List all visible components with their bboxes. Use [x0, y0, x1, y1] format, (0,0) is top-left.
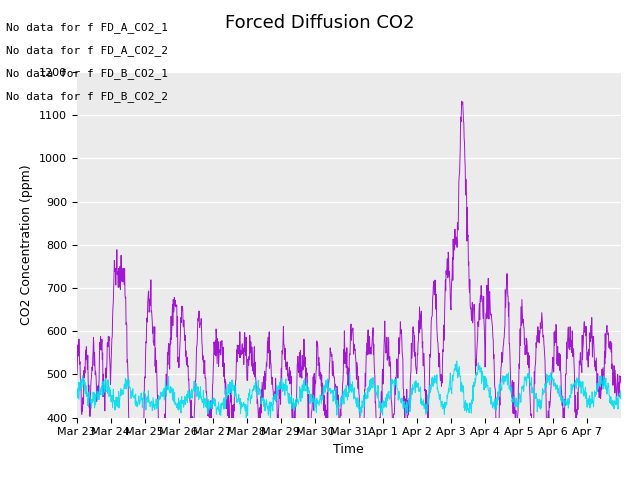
- Text: Forced Diffusion CO2: Forced Diffusion CO2: [225, 14, 415, 33]
- Text: No data for f FD_B_CO2_1: No data for f FD_B_CO2_1: [6, 68, 168, 79]
- Y-axis label: CO2 Concentration (ppm): CO2 Concentration (ppm): [20, 165, 33, 325]
- Text: No data for f FD_A_CO2_1: No data for f FD_A_CO2_1: [6, 22, 168, 33]
- Text: No data for f FD_A_CO2_2: No data for f FD_A_CO2_2: [6, 45, 168, 56]
- Text: No data for f FD_B_CO2_2: No data for f FD_B_CO2_2: [6, 91, 168, 102]
- X-axis label: Time: Time: [333, 443, 364, 456]
